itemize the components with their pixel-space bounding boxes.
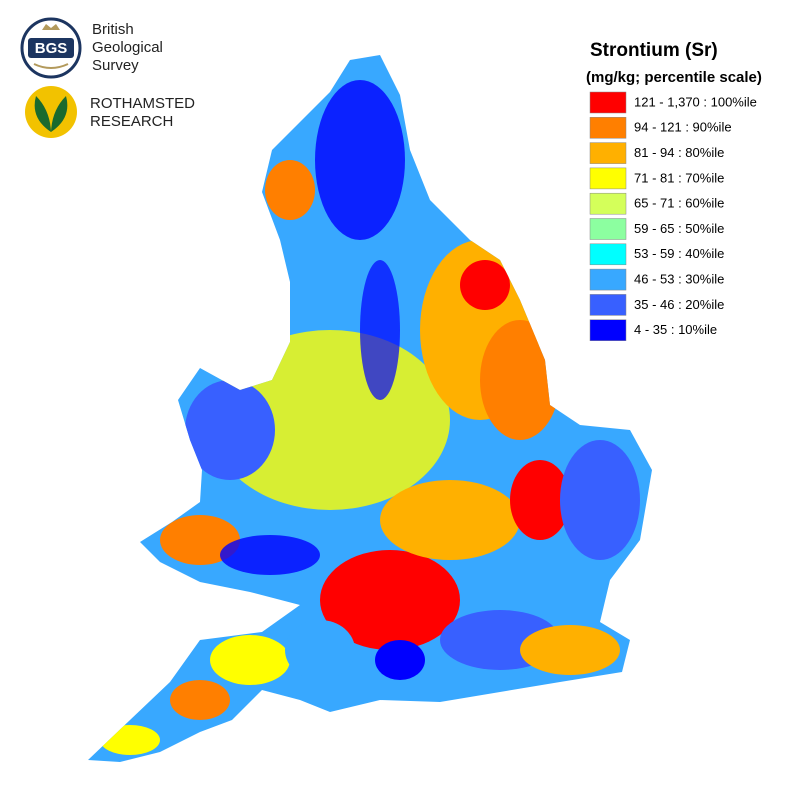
legend-label: 81 - 94 : 80%ile (634, 145, 724, 160)
legend-label: 71 - 81 : 70%ile (634, 170, 724, 185)
legend-label: 35 - 46 : 20%ile (634, 297, 724, 312)
legend-swatch (589, 218, 627, 240)
legend-label: 4 - 35 : 10%ile (634, 322, 717, 337)
legend-swatch (589, 91, 627, 114)
legend-swatch (589, 294, 627, 316)
legend-swatch (589, 319, 627, 341)
strontium-map (88, 55, 652, 762)
legend-swatch (589, 268, 627, 291)
bgs-line: British (92, 21, 134, 38)
legend-label: 53 - 59 : 40%ile (634, 246, 724, 261)
rothamsted-logo: ROTHAMSTED RESEARCH (25, 86, 195, 138)
bgs-logo: BGS British Geological Survey (20, 17, 163, 79)
legend-swatch (589, 142, 627, 164)
rothamsted-line: RESEARCH (90, 113, 173, 130)
legend-swatch (589, 117, 627, 139)
bgs-line: Geological (92, 39, 163, 56)
legend-label: 121 - 1,370 : 100%ile (634, 94, 757, 109)
bgs-line: Survey (92, 57, 139, 74)
legend-label: 65 - 71 : 60%ile (634, 196, 724, 211)
legend: Strontium (Sr) (mg/kg; percentile scale)… (586, 40, 762, 341)
legend-swatch (589, 167, 627, 190)
legend-subtitle: (mg/kg; percentile scale) (586, 69, 762, 86)
bgs-abbr: BGS (35, 40, 68, 57)
legend-label: 46 - 53 : 30%ile (634, 272, 724, 287)
legend-swatch (589, 243, 627, 266)
legend-label: 94 - 121 : 90%ile (634, 120, 732, 135)
legend-swatch (589, 192, 627, 215)
legend-title: Strontium (Sr) (590, 40, 718, 61)
legend-label: 59 - 65 : 50%ile (634, 221, 724, 236)
rothamsted-line: ROTHAMSTED (90, 95, 195, 112)
